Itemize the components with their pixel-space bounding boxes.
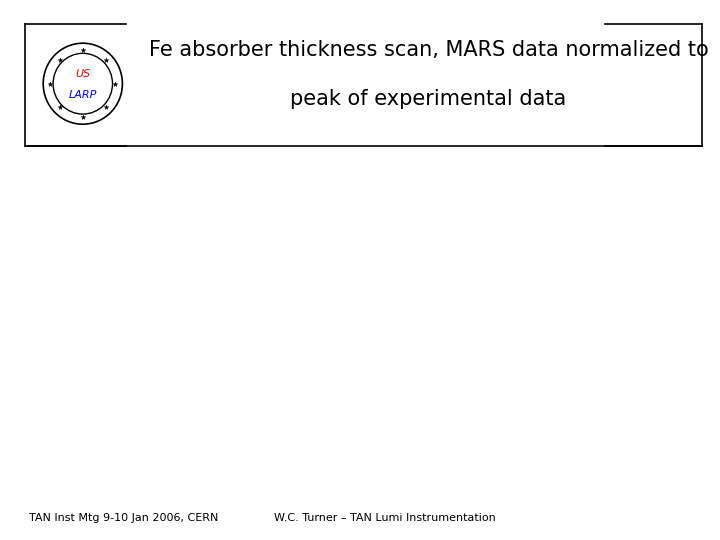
Text: TAN Inst Mtg 9-10 Jan 2006, CERN: TAN Inst Mtg 9-10 Jan 2006, CERN (29, 514, 218, 523)
Ellipse shape (43, 43, 122, 124)
Ellipse shape (53, 53, 112, 114)
Text: US: US (75, 69, 91, 79)
Text: LARP: LARP (68, 90, 97, 99)
Text: Fe absorber thickness scan, MARS data normalized to: Fe absorber thickness scan, MARS data no… (148, 40, 708, 60)
Text: peak of experimental data: peak of experimental data (290, 89, 567, 109)
Text: W.C. Turner – TAN Lumi Instrumentation: W.C. Turner – TAN Lumi Instrumentation (274, 514, 495, 523)
